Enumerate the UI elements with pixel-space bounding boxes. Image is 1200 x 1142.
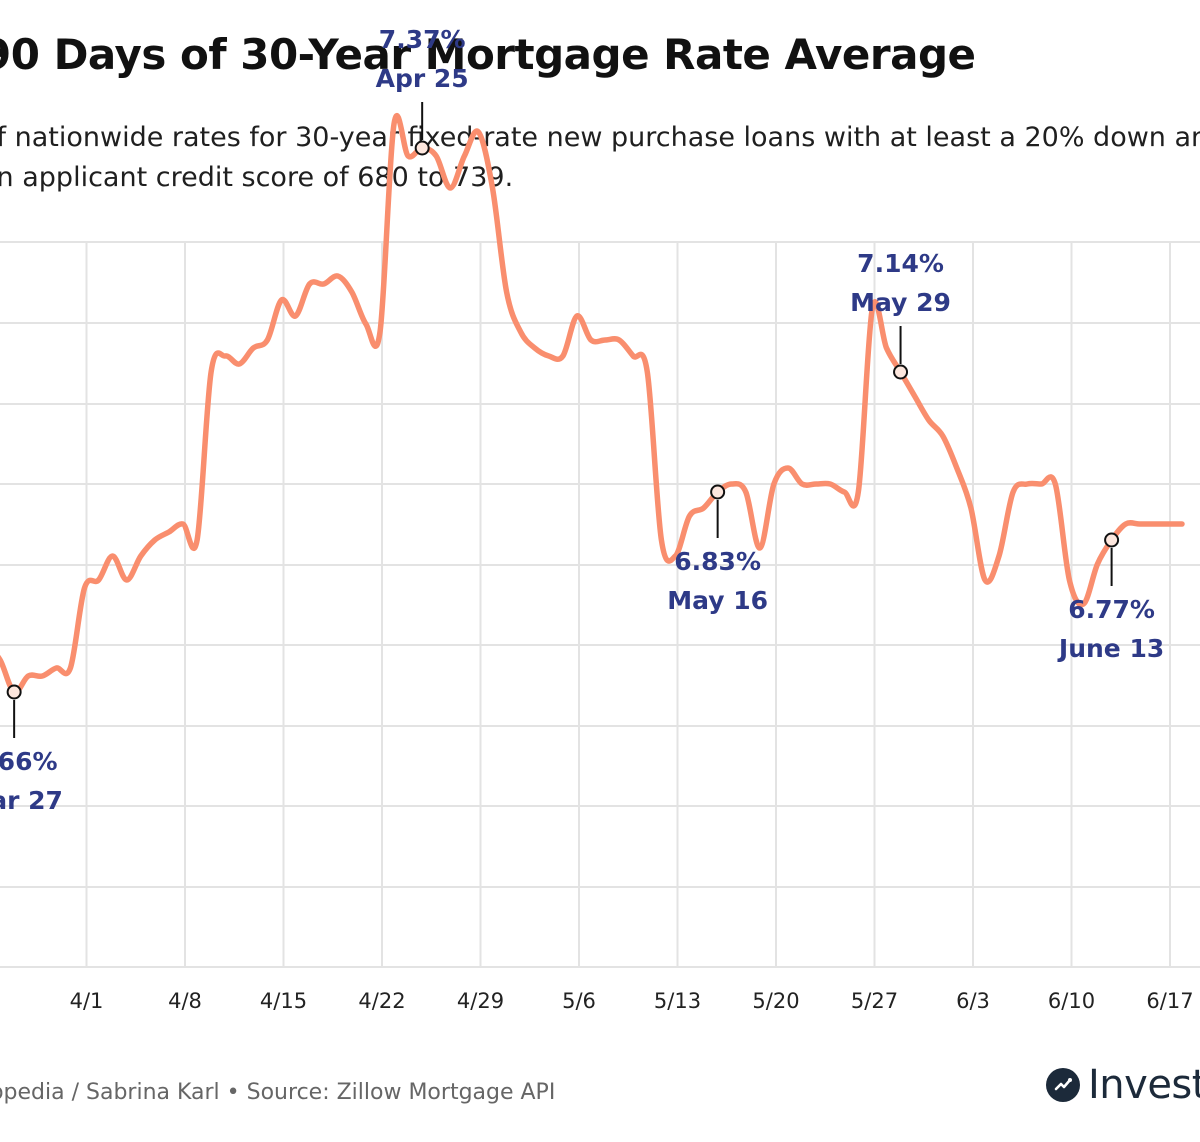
investopedia-logo: Investo (1046, 1062, 1200, 1108)
x-tick-label: 5/20 (752, 989, 799, 1013)
annotation-date-label: June 13 (1057, 634, 1164, 663)
source-credit: stopedia / Sabrina Karl • Source: Zillow… (0, 1080, 556, 1105)
annotation: 6.77% June 13 (1057, 532, 1164, 663)
annotation-point-marker (414, 140, 430, 156)
annotation-rate-label: 7.37% (379, 25, 466, 54)
annotation: 6.66% Mar 27 (0, 684, 63, 815)
annotation-rate-label: 6.66% (0, 747, 58, 776)
x-tick-label: 5/13 (654, 989, 701, 1013)
annotation-date-label: Mar 27 (0, 786, 63, 815)
annotations: 6.66% Mar 27 7.37% Apr 25 6.83% May 16 7.14% Ma… (0, 25, 1164, 815)
x-tick-label: 4/22 (358, 989, 405, 1013)
x-tick-label: 5/6 (562, 989, 596, 1013)
annotation-date-label: Apr 25 (376, 64, 469, 93)
x-tick-label: 4/15 (260, 989, 307, 1013)
grid-lines (0, 241, 1200, 968)
annotation-point-marker (893, 364, 909, 380)
investopedia-logo-icon (1046, 1068, 1080, 1102)
annotation-point-marker (1104, 532, 1120, 548)
x-tick-label: 6/17 (1146, 989, 1193, 1013)
annotation-date-label: May 16 (667, 586, 768, 615)
annotation-rate-label: 6.83% (674, 547, 761, 576)
x-tick-label: 4/29 (457, 989, 504, 1013)
annotation-rate-label: 6.77% (1068, 595, 1155, 624)
chart-title: 90 Days of 30-Year Mortgage Rate Average (0, 30, 976, 79)
annotation: 7.14% May 29 (850, 249, 951, 380)
annotation-date-label: May 29 (850, 288, 951, 317)
x-tick-label: 4/8 (168, 989, 202, 1013)
x-tick-label: 5/27 (851, 989, 898, 1013)
x-axis-ticks: 54/14/84/154/224/295/65/135/205/276/36/1… (70, 989, 1194, 1013)
annotation-rate-label: 7.14% (857, 249, 944, 278)
x-tick-label: 6/3 (956, 989, 990, 1013)
annotation: 7.37% Apr 25 (376, 25, 469, 156)
x-tick-label: 4/1 (70, 989, 104, 1013)
annotation: 6.83% May 16 (667, 484, 768, 615)
rate-series-line (0, 112, 1185, 695)
x-tick-label: 6/10 (1048, 989, 1095, 1013)
chart-subtitle: of nationwide rates for 30-year fixed-ra… (0, 122, 1200, 193)
annotation-point-marker (710, 484, 726, 500)
investopedia-logo-text: Investo (1088, 1062, 1200, 1108)
annotation-point-marker (6, 684, 22, 700)
